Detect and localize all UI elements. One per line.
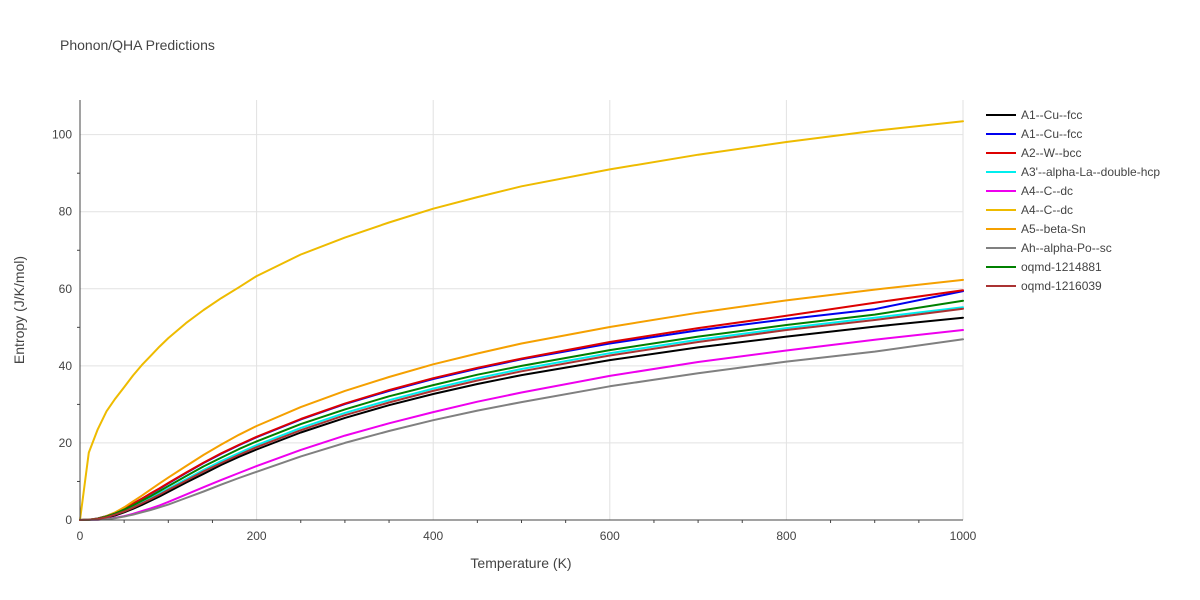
series-line-10 xyxy=(79,307,964,521)
legend-label: oqmd-1214881 xyxy=(1021,260,1102,274)
y-tick-label: 60 xyxy=(59,282,73,296)
legend-item[interactable]: A3'--alpha-La--double-hcp xyxy=(986,165,1160,179)
x-tick-label: 0 xyxy=(77,529,84,543)
legend-item[interactable]: A1--Cu--fcc xyxy=(986,127,1082,141)
y-tick-label: 80 xyxy=(59,205,73,219)
legend-item[interactable]: A4--C--dc xyxy=(986,203,1073,217)
series-line-1 xyxy=(79,316,964,521)
chart-title: Phonon/QHA Predictions xyxy=(60,37,215,53)
legend-item[interactable]: A5--beta-Sn xyxy=(986,222,1086,236)
x-tick-label: 1000 xyxy=(950,529,977,543)
legend-label: A1--Cu--fcc xyxy=(1021,127,1082,141)
x-tick-label: 400 xyxy=(423,529,443,543)
legend-label: A2--W--bcc xyxy=(1021,146,1081,160)
legend-item[interactable]: A2--W--bcc xyxy=(986,146,1081,160)
legend-item[interactable]: oqmd-1216039 xyxy=(986,279,1102,293)
series-line-7 xyxy=(79,278,964,521)
series-line-8 xyxy=(79,338,964,521)
legend-item[interactable]: Ah--alpha-Po--sc xyxy=(986,241,1112,255)
legend-label: A5--beta-Sn xyxy=(1021,222,1086,236)
x-tick-label: 600 xyxy=(600,529,620,543)
legend-label: oqmd-1216039 xyxy=(1021,279,1102,293)
legend-item[interactable]: oqmd-1214881 xyxy=(986,260,1102,274)
legend-label: A4--C--dc xyxy=(1021,203,1073,217)
legend-label: A3'--alpha-La--double-hcp xyxy=(1021,165,1160,179)
legend-label: Ah--alpha-Po--sc xyxy=(1021,241,1112,255)
axes xyxy=(77,100,963,523)
legend-item[interactable]: A4--C--dc xyxy=(986,184,1073,198)
x-tick-label: 800 xyxy=(776,529,796,543)
legend-item[interactable]: A1--Cu--fcc xyxy=(986,108,1082,122)
x-axis-label: Temperature (K) xyxy=(470,555,571,571)
legend-label: A4--C--dc xyxy=(1021,184,1073,198)
tick-labels: 0 200 400 600 800 1000 0 20 40 60 80 100 xyxy=(52,128,977,543)
y-tick-label: 20 xyxy=(59,436,73,450)
legend: A1--Cu--fcc A1--Cu--fcc A2--W--bcc A3'--alp… xyxy=(986,108,1160,293)
y-tick-label: 0 xyxy=(65,513,72,527)
x-tick-label: 200 xyxy=(247,529,267,543)
y-axis-label: Entropy (J/K/mol) xyxy=(11,256,27,364)
series-line-6 xyxy=(79,120,964,521)
y-tick-label: 40 xyxy=(59,359,73,373)
y-tick-label: 100 xyxy=(52,128,72,142)
series-line-9 xyxy=(79,299,964,521)
series-lines xyxy=(79,120,964,521)
legend-label: A1--Cu--fcc xyxy=(1021,108,1082,122)
